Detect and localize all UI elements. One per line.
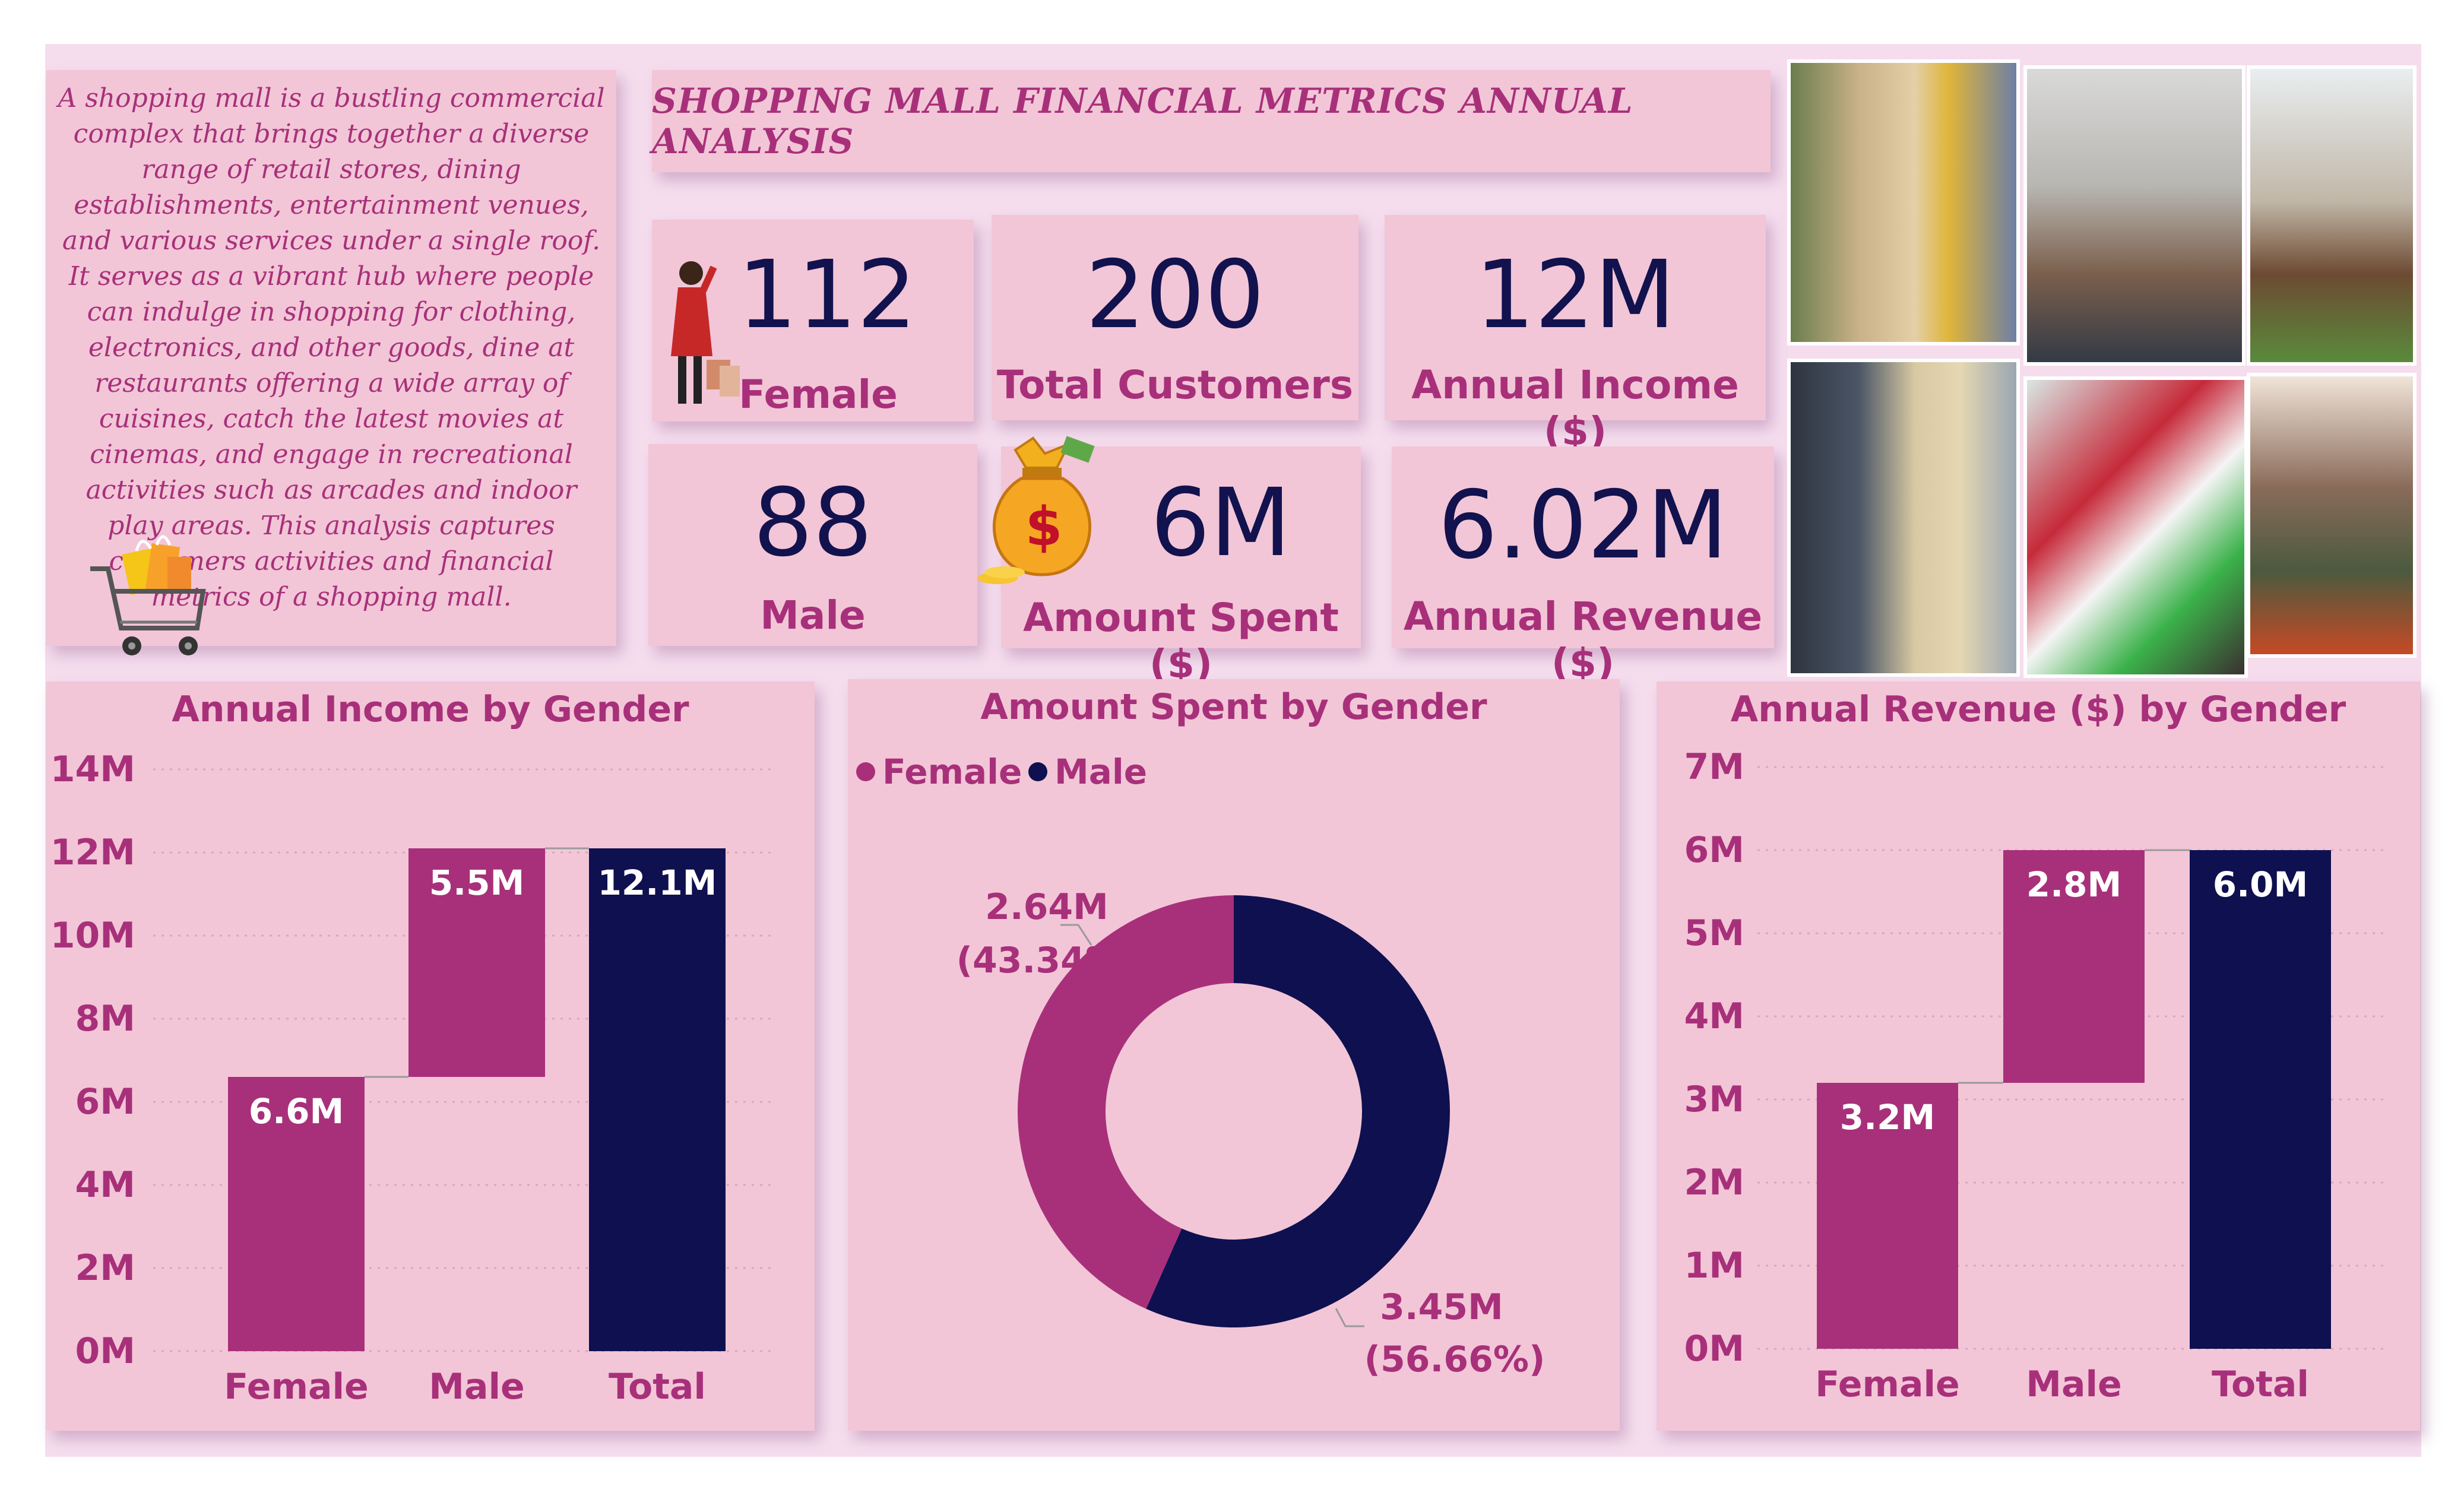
shopping-cart-icon [90, 535, 206, 655]
kpi-female-label: Female [739, 372, 898, 417]
donut-slice-female [1017, 895, 1234, 1309]
donut-leader-line-male [1335, 1308, 1364, 1327]
kpi-card-annual-income: 12M Annual Income ($) [1385, 215, 1766, 454]
revenue-data-label: 6.0M [2213, 864, 2308, 905]
kpi-male-label: Male [760, 592, 866, 638]
kpi-card-female: 112 Female [652, 220, 974, 422]
income-y-tick-label: 4M [75, 1164, 135, 1206]
photo-woman-cart [2247, 65, 2417, 366]
donut-label-male-percent: (56.66%) [1364, 1339, 1545, 1380]
intro-text: A shopping mall is a bustling commercial… [58, 83, 605, 612]
income-data-label: 12.1M [598, 863, 717, 903]
kpi-card-total-customers: 200 Total Customers [992, 215, 1358, 420]
kpi-card-male: 88 Male [648, 444, 977, 646]
donut-leader-line-female [1060, 924, 1092, 946]
donut-label-male-value: 3.45M [1380, 1286, 1503, 1328]
revenue-y-tick-label: 0M [1684, 1328, 1744, 1370]
kpi-annual-revenue-label: Annual Revenue ($) [1403, 594, 1763, 686]
revenue-bar-male [2003, 850, 2145, 1083]
kpi-female-value: 112 [737, 240, 917, 350]
revenue-y-tick-label: 3M [1684, 1079, 1744, 1120]
revenue-y-tick-label: 6M [1684, 829, 1744, 871]
income-y-tick-label: 0M [75, 1330, 135, 1372]
donut-label-female-value: 2.64M [985, 886, 1109, 928]
revenue-y-tick-label: 1M [1684, 1245, 1744, 1286]
revenue-bar-total [2190, 850, 2331, 1349]
income-bar-total [589, 848, 726, 1351]
legend-marker-female [856, 762, 875, 781]
chart-annual-income-title: Annual Income by Gender [172, 689, 689, 730]
kpi-card-annual-revenue: 6.02M Annual Revenue ($) [1392, 446, 1774, 686]
revenue-y-tick-label: 4M [1684, 996, 1744, 1037]
revenue-x-tick-label: Total [2212, 1364, 2309, 1405]
chart-amount-spent: Female Male 2.64M (43.34%) 3.45M (56.66%) [856, 752, 1545, 1380]
income-y-tick-label: 14M [50, 749, 135, 790]
legend-marker-male [1028, 762, 1047, 781]
revenue-x-tick-label: Female [1815, 1364, 1960, 1405]
photo-man-fridge-aisle [1787, 359, 2020, 677]
income-x-tick-label: Total [609, 1366, 706, 1408]
dashboard-title: SHOPPING MALL FINANCIAL METRICS ANNUAL A… [652, 81, 1633, 161]
donut-label-female-percent: (43.34%) [957, 940, 1138, 981]
photo-couple-bags [2023, 376, 2248, 678]
photo-shopper-supermarket [1787, 59, 2020, 346]
chart-annual-revenue-title: Annual Revenue ($) by Gender [1730, 689, 2346, 730]
revenue-y-tick-label: 2M [1684, 1162, 1744, 1203]
kpi-annual-income-label: Annual Income ($) [1411, 362, 1739, 454]
income-bar-male [408, 848, 545, 1077]
revenue-data-label: 3.2M [1840, 1097, 1935, 1137]
shopping-woman-icon [671, 261, 740, 404]
chart-annual-income: 0M 2M 4M 6M 8M 10M 12M 14M 6.6M Female 5.5M Male 12.… [50, 749, 777, 1408]
income-data-label: 5.5M [429, 863, 524, 903]
kpi-total-customers-label: Total Customers [996, 362, 1354, 408]
chart-annual-revenue: 0M 1M 2M 3M 4M 5M 6M 7M 3.2M Female 2.8M Male 6.0M To… [1684, 746, 2387, 1405]
revenue-y-tick-label: 5M [1684, 912, 1744, 954]
kpi-male-value: 88 [753, 468, 873, 578]
income-y-tick-label: 6M [75, 1081, 135, 1123]
revenue-bar-female [1817, 1083, 1958, 1349]
revenue-x-tick-label: Male [2026, 1364, 2121, 1405]
svg-text:$: $ [1025, 496, 1063, 558]
revenue-data-label: 2.8M [2026, 864, 2121, 905]
income-y-tick-label: 8M [75, 998, 135, 1040]
intro-panel: A shopping mall is a bustling commercial… [46, 70, 616, 655]
money-bag-icon: $ [977, 436, 1095, 584]
kpi-annual-income-value: 12M [1475, 240, 1676, 350]
income-data-label: 6.6M [249, 1091, 344, 1132]
legend-label-male: Male [1054, 752, 1147, 792]
chart-amount-spent-panel: Amount Spent by Gender Female Male 2.64M (4… [848, 679, 1620, 1431]
income-y-tick-label: 12M [50, 832, 135, 873]
photo-friends-shopping [2023, 65, 2246, 366]
chart-amount-spent-title: Amount Spent by Gender [980, 686, 1487, 728]
donut-slice-male [1146, 895, 1450, 1327]
kpi-amount-spent-value: 6M [1150, 468, 1291, 578]
income-y-tick-label: 2M [75, 1247, 135, 1289]
chart-annual-revenue-panel: Annual Revenue ($) by Gender 0M 1M 2M 3M 4M 5… [1657, 682, 2420, 1431]
kpi-annual-revenue-value: 6.02M [1437, 471, 1728, 580]
kpi-total-customers-value: 200 [1085, 240, 1265, 350]
title-panel: SHOPPING MALL FINANCIAL METRICS ANNUAL A… [652, 70, 1771, 172]
legend-label-female: Female [882, 752, 1022, 792]
income-bar-female [228, 1077, 365, 1351]
income-y-tick-label: 10M [50, 915, 135, 956]
income-x-tick-label: Female [224, 1366, 369, 1408]
chart-annual-income-panel: Annual Income by Gender 0M 2M 4M 6M 8M 10M 12M… [46, 682, 815, 1431]
kpi-amount-spent-label: Amount Spent ($) [1023, 595, 1339, 687]
income-x-tick-label: Male [429, 1366, 524, 1408]
revenue-y-tick-label: 7M [1684, 746, 1744, 788]
photo-woman-shopping-basket [2247, 373, 2417, 658]
